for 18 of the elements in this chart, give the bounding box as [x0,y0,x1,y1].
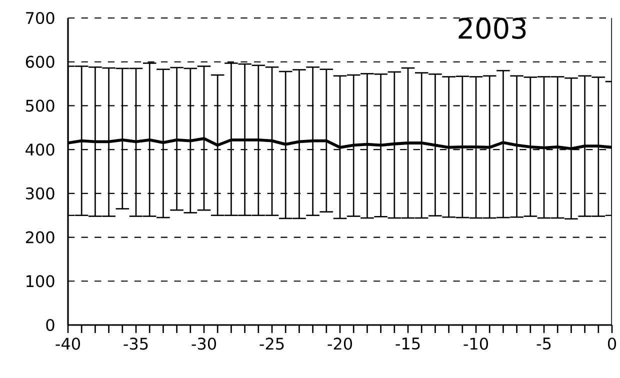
x-tick-label: -15 [396,338,420,350]
y-tick-label: 500 [26,100,54,112]
y-tick-label: 700 [26,12,54,24]
x-tick-label: 0 [608,338,616,350]
y-tick-label: 600 [26,56,54,68]
y-tick-label: 100 [26,275,54,288]
chart-title: 2003 [458,18,526,39]
y-tick-label: 400 [26,144,54,156]
x-tick-label: -20 [328,338,352,350]
x-tick-label: -5 [536,338,551,350]
y-tick-label: 0 [46,318,54,332]
x-tick-label: -40 [56,338,80,350]
x-tick-label: -25 [260,338,284,350]
x-tick-label: -35 [124,338,148,350]
x-tick-label: -10 [464,338,488,350]
y-tick-label: 300 [26,187,54,200]
y-tick-label: 200 [26,231,54,244]
x-tick-label: -30 [192,338,216,350]
